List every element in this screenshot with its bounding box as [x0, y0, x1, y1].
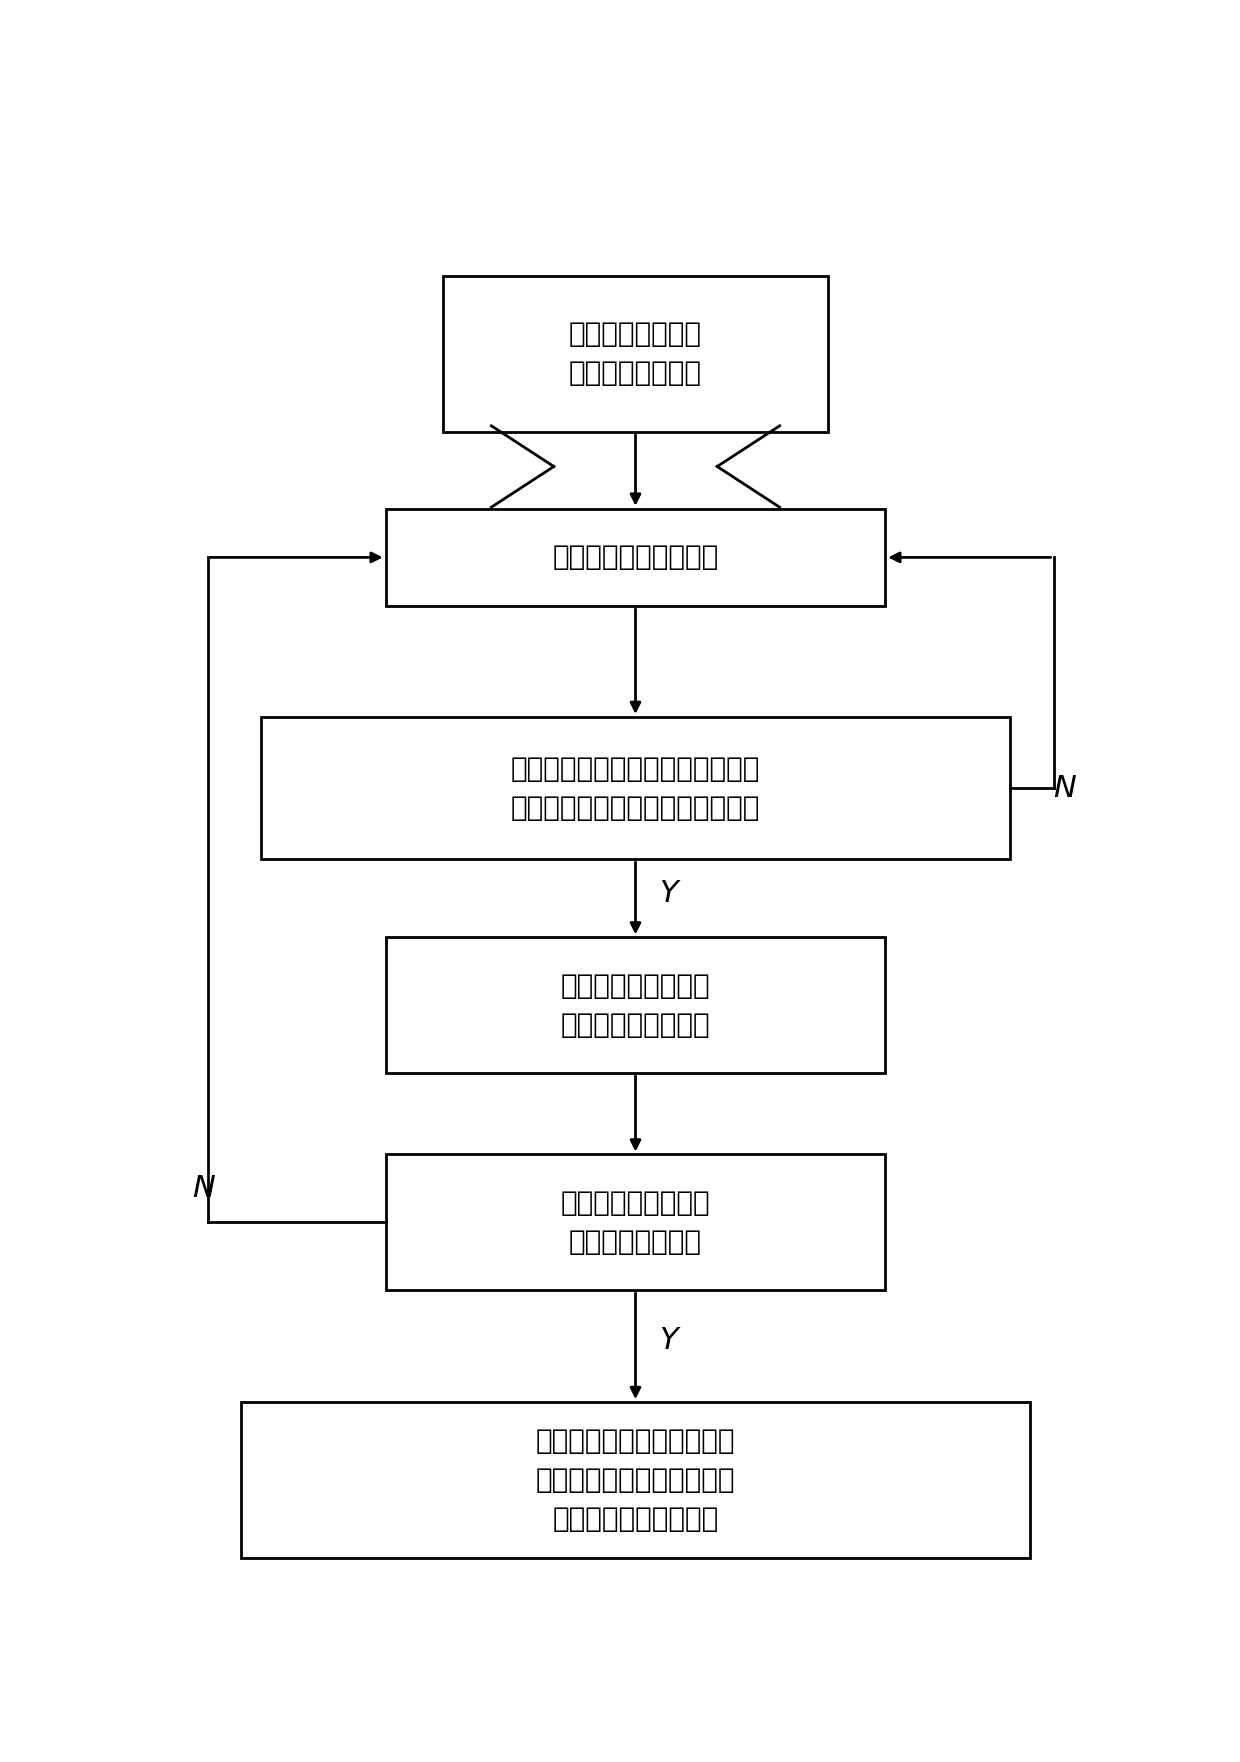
Bar: [444, 277, 828, 432]
Text: 控制系统开机并初
始化，启动摄像头: 控制系统开机并初 始化，启动摄像头: [569, 321, 702, 388]
Bar: [386, 1154, 885, 1290]
Text: 控制系统进入拾取模式，控
制机械臂组件将物体夹起并
将物体移送至回收框中: 控制系统进入拾取模式，控 制机械臂组件将物体夹起并 将物体移送至回收框中: [536, 1427, 735, 1533]
Text: 判断视觉范围内的物
体是否为目标物体: 判断视觉范围内的物 体是否为目标物体: [560, 1189, 711, 1256]
Text: N: N: [1054, 774, 1076, 802]
Text: 控制系统进入搜索模式: 控制系统进入搜索模式: [552, 543, 719, 571]
Text: 控制系统终止搜索模
式，切换至识别模式: 控制系统终止搜索模 式，切换至识别模式: [560, 971, 711, 1038]
Text: Y: Y: [660, 879, 678, 909]
Bar: [242, 1403, 1029, 1558]
Text: 摄像头的视觉范围内出现物体且物
体到回收装置的距离在规定范围内: 摄像头的视觉范围内出现物体且物 体到回收装置的距离在规定范围内: [511, 754, 760, 821]
Text: N: N: [192, 1173, 215, 1203]
Text: Y: Y: [660, 1325, 678, 1355]
Bar: [386, 509, 885, 606]
Bar: [386, 937, 885, 1073]
Bar: [260, 717, 1011, 860]
